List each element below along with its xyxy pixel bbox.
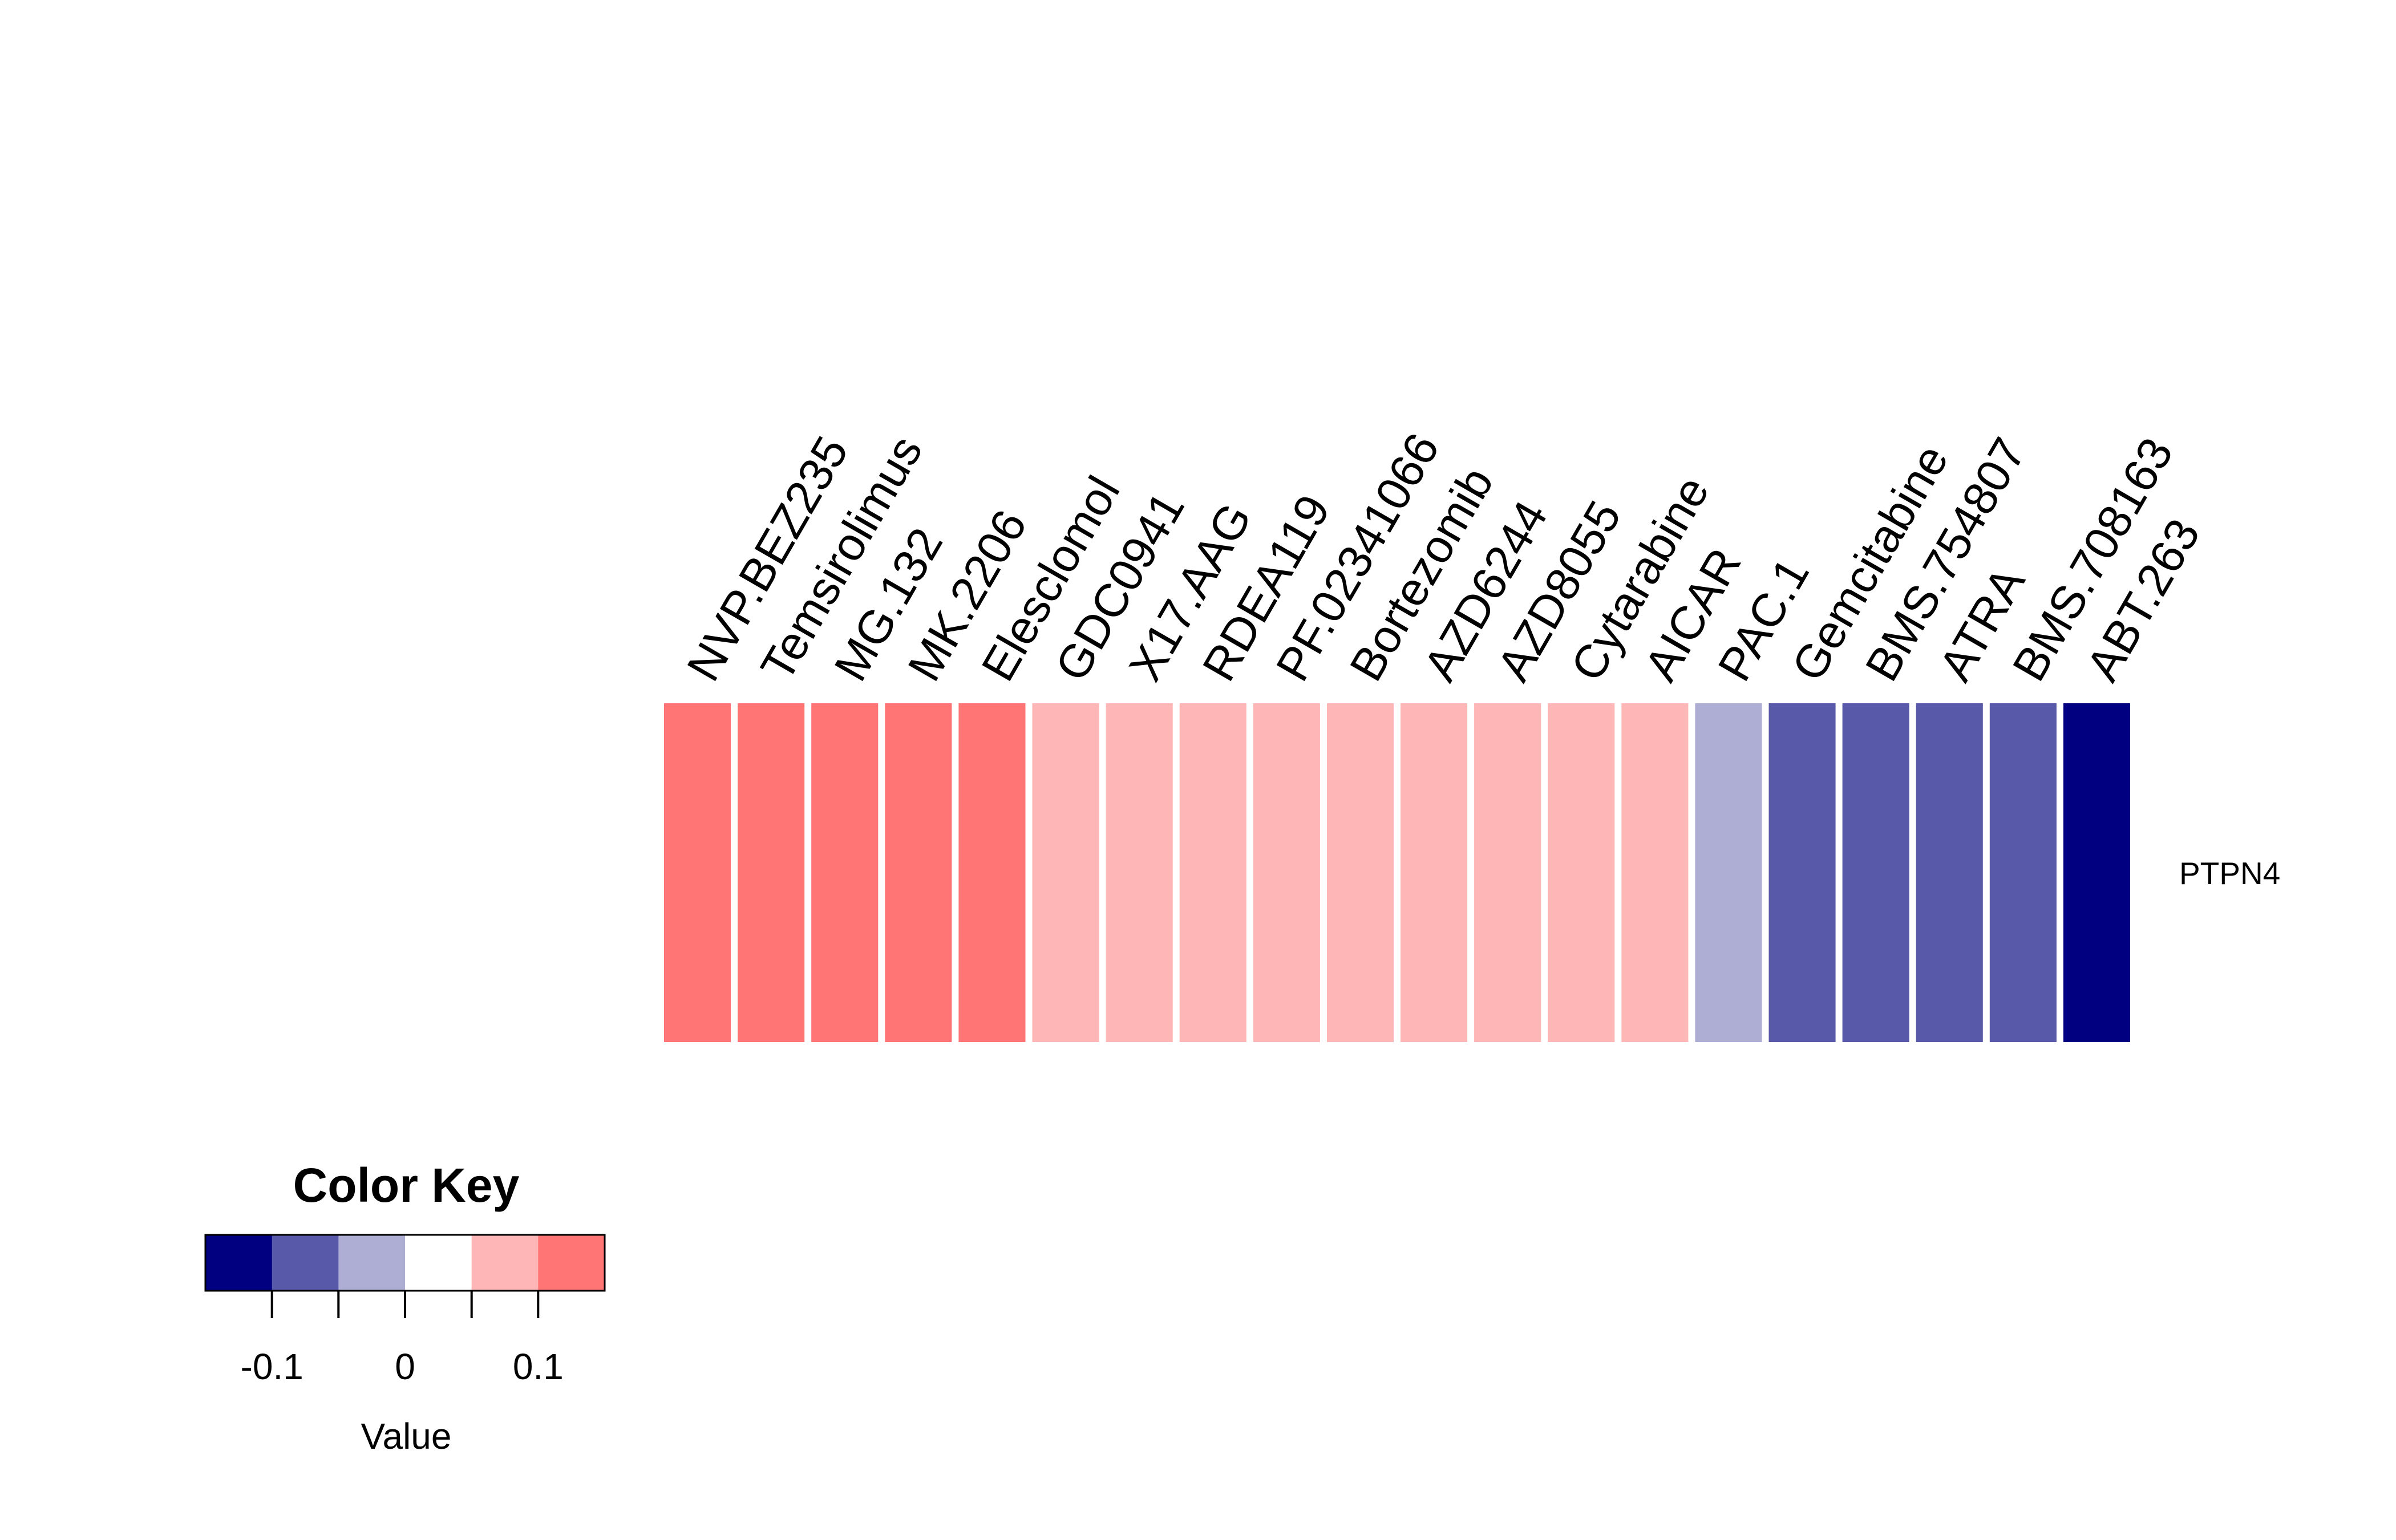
heatmap-cell xyxy=(1621,703,1689,1042)
color-key-swatch xyxy=(471,1235,539,1291)
heatmap-cell xyxy=(1842,703,1909,1042)
color-key-tick-label: -0.1 xyxy=(241,1346,303,1387)
heatmap-cell xyxy=(885,703,952,1042)
heatmap-cell xyxy=(664,703,731,1042)
heatmap-cell xyxy=(2063,703,2130,1042)
heatmap-cell xyxy=(1326,703,1394,1042)
color-key-tick-label: 0.1 xyxy=(513,1346,564,1387)
color-key-swatch xyxy=(272,1235,339,1291)
row-label: PTPN4 xyxy=(2179,856,2280,891)
color-key-title: Color Key xyxy=(293,1158,520,1212)
heatmap-cell xyxy=(1916,703,1983,1042)
heatmap-cell xyxy=(1768,703,1836,1042)
heatmap-cells xyxy=(664,703,2130,1042)
heatmap-cell xyxy=(1401,703,1468,1042)
color-key-xlabel: Value xyxy=(361,1416,452,1457)
heatmap-cell xyxy=(1253,703,1320,1042)
color-key-swatch xyxy=(405,1235,472,1291)
heatmap-cell xyxy=(811,703,879,1042)
color-key: Color Key -0.1 0 0.1 Value xyxy=(204,1158,606,1457)
color-key-ticks: -0.1 0 0.1 xyxy=(241,1291,564,1387)
heatmap-cell xyxy=(1989,703,2057,1042)
column-labels: NVP.BEZ235TemsirolimusMG.132MK.2206Elesc… xyxy=(677,425,2210,690)
color-key-tick-label: 0 xyxy=(395,1346,415,1387)
heatmap-cell xyxy=(1474,703,1541,1042)
color-key-swatch xyxy=(338,1235,406,1291)
color-key-swatches xyxy=(205,1235,605,1291)
color-key-swatch xyxy=(205,1235,273,1291)
heatmap-cell xyxy=(958,703,1026,1042)
heatmap-cell xyxy=(1032,703,1099,1042)
row-labels: PTPN4 xyxy=(2179,856,2280,891)
heatmap-cell xyxy=(1179,703,1246,1042)
heatmap-cell xyxy=(1695,703,1762,1042)
color-key-swatch xyxy=(538,1235,605,1291)
heatmap-cell xyxy=(1548,703,1615,1042)
heatmap-cell xyxy=(1106,703,1173,1042)
heatmap-cell xyxy=(738,703,805,1042)
